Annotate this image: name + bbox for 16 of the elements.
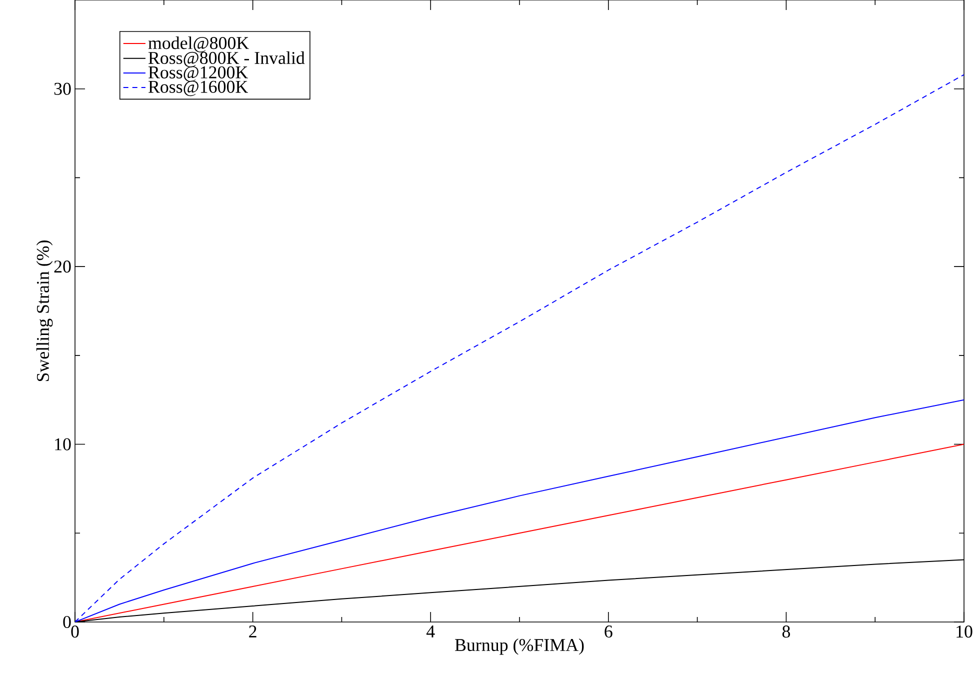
y-tick-label: 0 xyxy=(63,616,71,628)
legend-label: model@800K xyxy=(148,36,249,52)
x-tick-label: 10 xyxy=(956,626,972,638)
legend-label: Ross@1600K xyxy=(148,80,248,96)
y-tick-label: 30 xyxy=(54,82,71,95)
x-tick-label: 2 xyxy=(249,626,256,638)
x-tick-label: 8 xyxy=(782,626,790,638)
x-axis-title: Burnup (%FIMA) xyxy=(455,638,584,655)
y-axis-title: Swelling Strain (%) xyxy=(36,240,53,382)
legend-label: Ross@800K - Invalid xyxy=(148,51,305,68)
x-tick-label: 4 xyxy=(426,626,435,638)
x-tick-label: 6 xyxy=(604,626,612,638)
legend-label: Ross@1200K xyxy=(148,66,248,82)
y-tick-label: 20 xyxy=(54,260,71,273)
x-tick-label: 0 xyxy=(71,626,79,638)
y-tick-label: 10 xyxy=(55,438,71,450)
